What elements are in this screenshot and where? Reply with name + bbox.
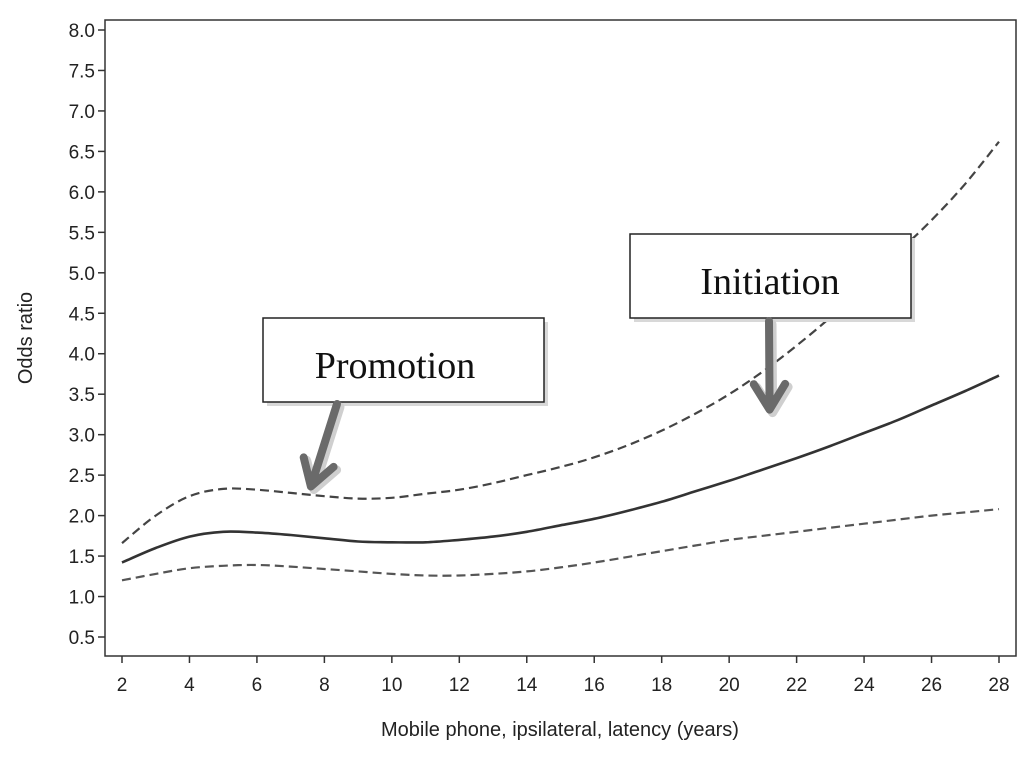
annotation-text-initiation: Initiation <box>700 261 839 303</box>
confidence-lower-line <box>121 508 1000 582</box>
annotation-box-initiation <box>629 233 912 319</box>
plot-frame <box>104 19 1017 657</box>
y-axis-title: Odds ratio <box>15 292 37 384</box>
y-tick-label: 7.5 <box>69 61 95 82</box>
x-tick-label: 12 <box>449 675 470 696</box>
confidence-upper-line <box>121 141 1000 544</box>
x-tick-label: 6 <box>252 675 263 696</box>
y-tick-label: 2.0 <box>69 507 95 528</box>
x-tick-label: 4 <box>184 675 195 696</box>
annotation-arrow-initiation <box>749 317 793 418</box>
axes <box>104 19 1017 657</box>
y-tick-label: 2.5 <box>69 466 95 487</box>
odds-ratio-line <box>121 374 1000 564</box>
annotation-text-promotion: Promotion <box>315 345 475 387</box>
y-tick-label: 1.5 <box>69 547 95 568</box>
x-tick-label: 20 <box>719 675 740 696</box>
arrow-stroke <box>299 400 341 491</box>
y-tick-label: 3.5 <box>69 385 95 406</box>
y-tick-label: 1.0 <box>69 588 95 609</box>
y-tick-label: 3.0 <box>69 426 95 447</box>
x-tick-label: 14 <box>516 675 538 696</box>
x-tick-label: 26 <box>921 675 942 696</box>
y-tick-label: 4.0 <box>69 345 95 366</box>
x-tick-label: 28 <box>988 675 1009 696</box>
x-tick-label: 22 <box>786 675 807 696</box>
arrow-stroke <box>749 317 790 414</box>
ticks: 0.5 1.0 1.5 2.0 2.5 3.0 3.5 4.0 4.5 5.0 5.5 6.0 6.5 7… <box>69 21 1010 696</box>
y-tick-label: 0.5 <box>69 628 95 649</box>
x-tick-label: 2 <box>117 675 128 696</box>
y-tick-label: 6.5 <box>69 142 95 163</box>
y-tick-label: 6.0 <box>69 183 95 204</box>
x-tick-label: 24 <box>854 675 876 696</box>
x-tick-label: 16 <box>584 675 605 696</box>
x-tick-label: 10 <box>381 675 402 696</box>
annotations: Promotion Initiation <box>262 233 915 494</box>
y-tick-label: 4.5 <box>69 304 95 325</box>
x-tick-label: 8 <box>319 675 330 696</box>
y-tick-label: 5.5 <box>69 223 95 244</box>
annotation-box-promotion <box>262 317 545 403</box>
series <box>121 141 1000 582</box>
y-tick-label: 5.0 <box>69 264 95 285</box>
y-tick-label: 8.0 <box>69 21 95 42</box>
annotation-arrow-promotion <box>299 400 345 494</box>
x-axis-title: Mobile phone, ipsilateral, latency (year… <box>381 719 739 741</box>
y-tick-label: 7.0 <box>69 102 95 123</box>
x-tick-label: 18 <box>651 675 672 696</box>
